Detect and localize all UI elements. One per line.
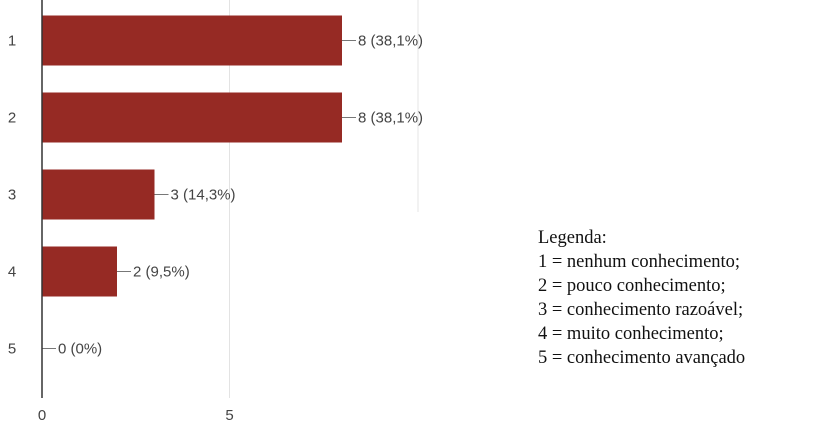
data-label: 2 (9,5%): [133, 264, 190, 281]
legend-item-3: 3 = conhecimento razoável;: [538, 300, 744, 320]
bar: [42, 169, 155, 220]
legend: Legenda: 1 = nenhum conhecimento; 2 = po…: [538, 226, 835, 370]
x-tick-label: 0: [38, 407, 46, 424]
legend-item-4: 4 = muito conhecimento;: [538, 324, 724, 344]
bar: [42, 92, 342, 143]
legend-item-5: 5 = conhecimento avançado: [538, 348, 746, 368]
bar: [42, 246, 117, 297]
legend-title: Legenda:: [538, 228, 607, 248]
data-label: 0 (0%): [58, 341, 102, 358]
y-tick-label: 4: [8, 264, 16, 281]
bar-chart: 8 (38,1%) 1 8 (38,1%) 2 3 (14,3%) 3 2 (9,5%) 4 0…: [8, 0, 423, 424]
x-tick-label: 5: [225, 407, 233, 424]
y-tick-label: 5: [8, 341, 16, 358]
data-label: 3 (14,3%): [171, 187, 236, 204]
data-label: 8 (38,1%): [358, 110, 423, 127]
y-tick-label: 2: [8, 110, 16, 127]
legend-item-2: 2 = pouco conhecimento;: [538, 276, 726, 296]
bar: [42, 15, 342, 66]
y-tick-label: 1: [8, 33, 16, 50]
bar-chart-svg: 8 (38,1%) 1 8 (38,1%) 2 3 (14,3%) 3 2 (9,5%) 4 0…: [8, 0, 423, 424]
data-label: 8 (38,1%): [358, 33, 423, 50]
y-tick-label: 3: [8, 187, 16, 204]
legend-item-1: 1 = nenhum conhecimento;: [538, 252, 741, 272]
